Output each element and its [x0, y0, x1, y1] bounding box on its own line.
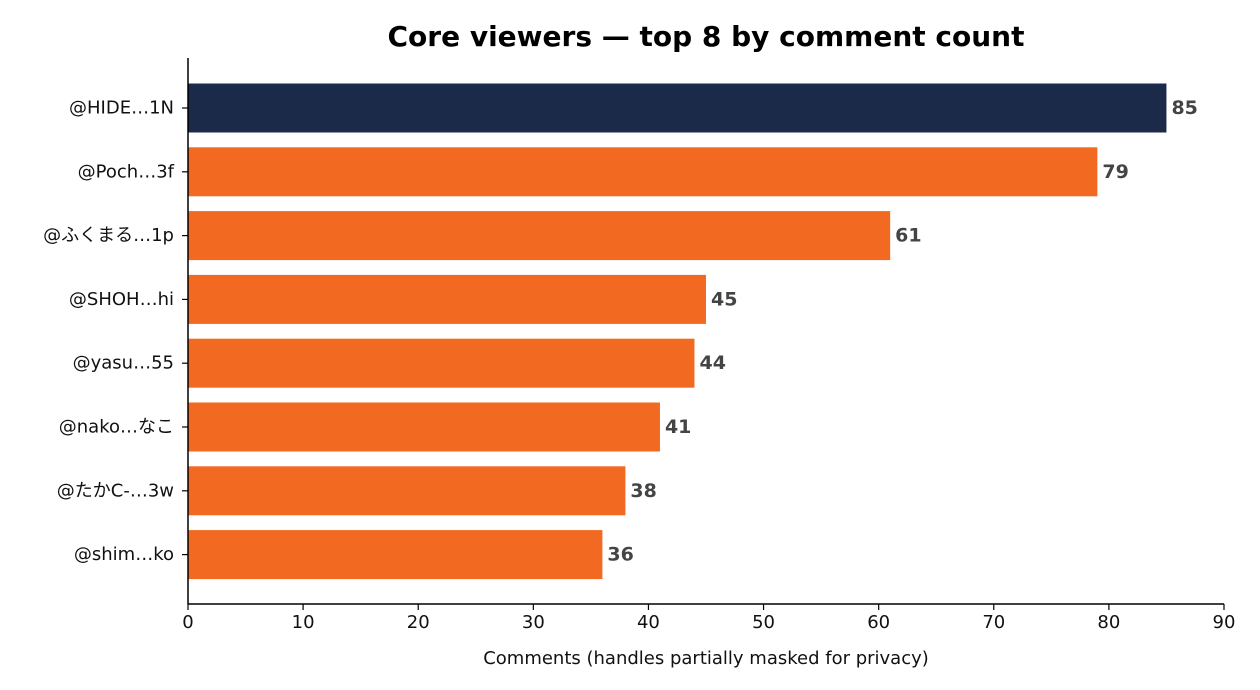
x-ticks-group: 0 10 20 30 40 50 60 70 80 90 — [182, 604, 1235, 633]
value-labels-group: 85 79 61 45 44 41 38 36 — [607, 97, 1197, 566]
category-label: @ふくまる…1p — [43, 225, 174, 246]
bar-5 — [188, 402, 660, 452]
x-tick-label: 60 — [867, 612, 890, 633]
bars-group — [188, 83, 1167, 580]
value-label: 79 — [1102, 161, 1128, 183]
bar-2 — [188, 211, 891, 261]
value-label: 45 — [711, 288, 737, 310]
value-label: 61 — [895, 225, 921, 247]
x-tick-label: 20 — [407, 612, 430, 633]
x-tick-label: 30 — [522, 612, 545, 633]
chart-title: Core viewers — top 8 by comment count — [387, 20, 1024, 53]
value-label: 36 — [607, 544, 633, 566]
x-tick-label: 0 — [182, 612, 193, 633]
category-labels-group: @HIDE…1N @Poch…3f @ふくまる…1p @SHOH…hi @yasu…55… — [43, 98, 188, 565]
bar-0 — [188, 83, 1167, 133]
category-label: @shim…ko — [74, 544, 174, 565]
axes-group — [187, 58, 1224, 605]
category-label: @Poch…3f — [78, 161, 175, 182]
value-label: 85 — [1171, 97, 1197, 119]
x-tick-label: 90 — [1213, 612, 1236, 633]
value-label: 44 — [699, 352, 725, 374]
category-label: @nako…なこ — [59, 417, 174, 438]
value-label: 41 — [665, 416, 691, 438]
bar-3 — [188, 274, 706, 324]
category-label: @たかC-…3w — [57, 480, 174, 501]
category-label: @HIDE…1N — [69, 98, 174, 119]
x-tick-label: 50 — [752, 612, 775, 633]
x-tick-label: 80 — [1097, 612, 1120, 633]
category-label: @SHOH…hi — [69, 289, 174, 310]
bar-6 — [188, 466, 626, 516]
x-axis-label: Comments (handles partially masked for p… — [483, 648, 929, 669]
category-label: @yasu…55 — [73, 353, 174, 374]
x-tick-label: 70 — [982, 612, 1005, 633]
bar-7 — [188, 530, 603, 580]
x-tick-label: 10 — [292, 612, 315, 633]
value-label: 38 — [630, 480, 656, 502]
bar-1 — [188, 147, 1098, 197]
x-tick-label: 40 — [637, 612, 660, 633]
bar-4 — [188, 338, 695, 388]
